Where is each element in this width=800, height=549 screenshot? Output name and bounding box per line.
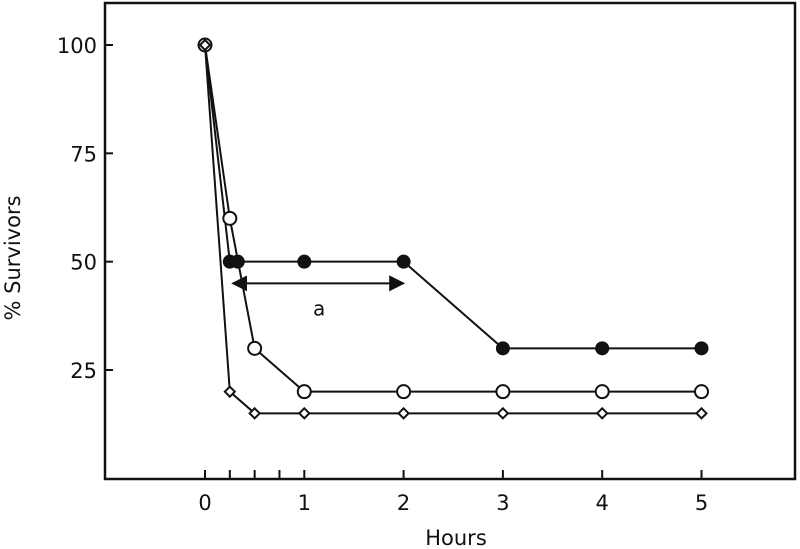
x-axis-label: Hours [425,526,487,549]
data-point-open-diamond [397,406,411,420]
data-point-open-diamond [198,38,212,52]
y-tick-label: 50 [70,251,97,275]
annotation-layer: a [231,275,406,320]
data-point-filled-circle [694,341,709,356]
data-point-open-circle [396,384,412,400]
y-tick-label: 75 [70,142,97,166]
x-tick-label: 2 [397,491,410,515]
y-axis-label: % Survivors [1,195,25,320]
x-tick-label: 3 [496,491,509,515]
plot-frame [103,1,797,481]
data-point-open-diamond [595,406,609,420]
series-line [204,44,702,350]
data-point-open-circle [495,384,511,400]
y-tick-label: 100 [57,34,97,58]
series-open-circle [197,37,709,400]
data-point-filled-circle [495,341,510,356]
data-point-filled-circle [595,341,610,356]
series-line [204,44,702,393]
series-open-diamond [198,38,708,420]
data-point-filled-circle [297,254,312,269]
data-point-open-circle [296,384,312,400]
data-point-open-diamond [496,406,510,420]
series-filled-circle [198,38,709,356]
data-point-open-diamond [223,385,237,399]
x-tick-label: 1 [298,491,311,515]
data-point-open-diamond [297,406,311,420]
data-point-open-diamond [695,406,708,420]
data-point-open-circle [694,384,709,400]
x-axis-ticks: 0 1 2 3 4 5 [198,470,708,515]
series-layer [197,37,709,420]
data-point-filled-circle [396,254,411,269]
data-point-open-diamond [248,406,262,420]
x-tick-label: 5 [695,491,708,515]
data-point-open-circle [222,210,238,226]
y-axis-ticks: 25 50 75 100 [57,34,113,383]
x-tick-label: 4 [596,491,609,515]
data-point-open-circle [247,340,263,356]
x-tick-label: 0 [198,491,211,515]
data-point-open-circle [594,384,610,400]
annotation-label: a [313,296,325,320]
series-line [204,44,702,415]
y-tick-label: 25 [70,359,97,383]
